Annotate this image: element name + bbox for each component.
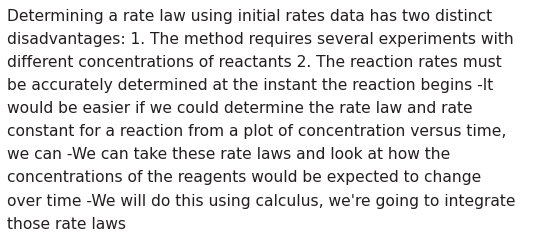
- Text: we can -We can take these rate laws and look at how the: we can -We can take these rate laws and …: [7, 147, 450, 162]
- Text: constant for a reaction from a plot of concentration versus time,: constant for a reaction from a plot of c…: [7, 124, 507, 139]
- Text: be accurately determined at the instant the reaction begins -It: be accurately determined at the instant …: [7, 78, 493, 93]
- Text: those rate laws: those rate laws: [7, 216, 126, 231]
- Text: over time -We will do this using calculus, we're going to integrate: over time -We will do this using calculu…: [7, 193, 516, 208]
- Text: concentrations of the reagents would be expected to change: concentrations of the reagents would be …: [7, 170, 482, 185]
- Text: different concentrations of reactants 2. The reaction rates must: different concentrations of reactants 2.…: [7, 55, 502, 70]
- Text: Determining a rate law using initial rates data has two distinct: Determining a rate law using initial rat…: [7, 9, 492, 24]
- Text: would be easier if we could determine the rate law and rate: would be easier if we could determine th…: [7, 101, 473, 116]
- Text: disadvantages: 1. The method requires several experiments with: disadvantages: 1. The method requires se…: [7, 32, 514, 47]
